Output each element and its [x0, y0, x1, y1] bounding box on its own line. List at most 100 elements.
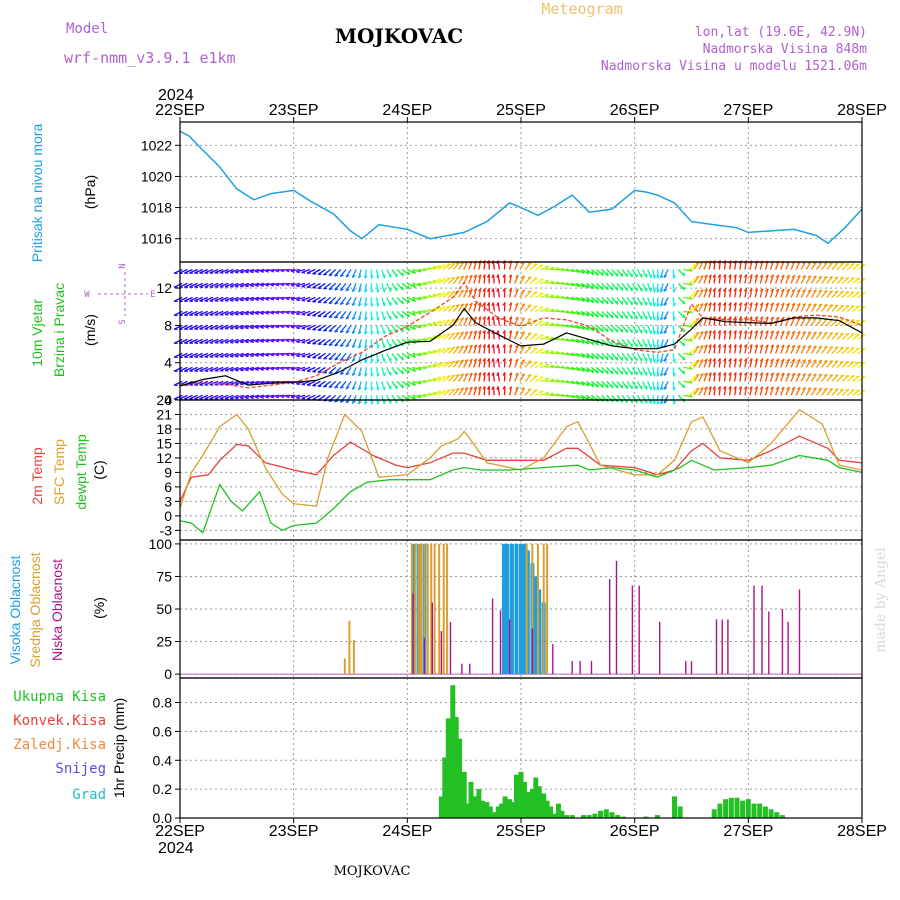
wind-arrow-head	[515, 358, 519, 362]
wind-arrow-head	[765, 316, 769, 320]
wind-arrow-head	[508, 302, 513, 306]
wind-arrow	[656, 311, 659, 321]
wind-arrow	[452, 388, 460, 396]
wind-arrow-head	[818, 373, 823, 377]
wind-arrow	[663, 311, 669, 320]
wind-arrow	[744, 288, 748, 298]
wind-arrow	[749, 344, 753, 354]
wind-arrow	[601, 296, 609, 305]
wind-arrow	[296, 394, 306, 399]
wind-arrow-head	[704, 274, 708, 278]
wind-arrow-head	[469, 274, 473, 278]
wind-arrow-head	[345, 274, 350, 278]
wind-arrow-head	[591, 355, 595, 360]
wind-arrow-head	[260, 312, 264, 315]
wind-arrow	[432, 265, 442, 271]
wind-arrow	[846, 277, 855, 284]
wind-arrow	[417, 394, 427, 397]
wind-arrow	[457, 387, 465, 396]
wind-arrow	[234, 380, 244, 385]
wind-arrow-head	[717, 372, 721, 376]
wind-arrow-head	[464, 344, 469, 348]
wind-arrow-head	[533, 333, 538, 336]
wind-arrow-head	[850, 361, 855, 364]
wind-arrow-head	[699, 288, 704, 292]
wind-arrow	[780, 358, 785, 368]
wind-arrow-head	[708, 302, 712, 306]
wind-arrow-head	[840, 332, 844, 335]
wind-arrow-head	[802, 288, 806, 292]
wind-arrow-head	[473, 316, 477, 320]
wind-arrow	[545, 309, 555, 313]
wind-arrow	[857, 292, 866, 298]
wind-arrow	[677, 310, 685, 319]
wind-arrow-head	[699, 302, 704, 306]
wind-arrow	[616, 310, 624, 319]
wind-arrow-head	[743, 316, 748, 320]
wind-arrow-head	[770, 372, 774, 376]
wind-arrow	[463, 331, 469, 340]
wind-arrow	[173, 324, 183, 330]
wind-arrow	[345, 297, 352, 306]
wind-arrow	[204, 282, 214, 288]
wind-arrow-head	[650, 344, 653, 348]
wind-arrow	[468, 358, 473, 368]
wind-arrow	[703, 302, 708, 312]
wind-arrow-head	[733, 344, 737, 348]
wind-arrow-head	[255, 396, 259, 399]
wind-arrow	[769, 330, 775, 340]
wind-arrow-head	[401, 328, 404, 333]
wind-arrow	[323, 296, 331, 304]
wind-arrow-head	[663, 316, 668, 320]
wind-arrow	[611, 380, 619, 389]
wind-arrow-head	[556, 364, 560, 368]
wind-arrow-head	[596, 355, 599, 360]
wind-arrow	[290, 338, 301, 342]
wind-arrow-head	[728, 386, 732, 390]
wind-arrow	[656, 381, 659, 391]
wind-arrow-head	[586, 382, 590, 387]
wind-arrow	[189, 282, 198, 288]
wind-arrow	[260, 366, 270, 370]
wind-arrow	[427, 392, 437, 396]
wind-arrow-head	[786, 372, 790, 376]
wind-arrow	[457, 345, 465, 354]
wind-arrow-head	[606, 384, 609, 388]
wind-arrow	[199, 296, 209, 302]
wind-arrow-head	[270, 284, 275, 287]
wind-arrow-head	[708, 274, 712, 278]
wind-arrow-head	[508, 358, 513, 362]
wind-arrow	[437, 278, 447, 284]
wind-arrow	[677, 380, 685, 389]
wind-arrow	[285, 268, 295, 272]
wind-arrow-head	[358, 331, 362, 335]
wind-arrow	[524, 318, 532, 326]
wind-arrow	[412, 282, 422, 287]
wind-arrow-head	[611, 272, 614, 277]
wind-arrow	[659, 353, 664, 363]
y-tick-label: 1020	[141, 168, 172, 184]
wind-arrow-head	[780, 372, 785, 376]
wind-arrow	[810, 331, 817, 340]
wind-arrow	[728, 274, 732, 284]
wind-arrow-head	[533, 389, 538, 392]
wind-arrow-head	[229, 313, 234, 316]
wind-arrow-head	[214, 383, 219, 386]
wind-arrow	[688, 390, 697, 396]
wind-arrow-head	[364, 275, 368, 279]
wind-arrow	[317, 352, 326, 359]
wind-arrow-head	[515, 288, 519, 292]
wind-arrow	[826, 304, 834, 312]
wind-arrow	[285, 296, 295, 300]
wind-arrow	[545, 337, 555, 341]
precip-legend-hail: Grad	[72, 787, 106, 803]
wind-arrow-head	[586, 312, 590, 317]
wind-arrow-head	[455, 276, 460, 279]
wind-arrow	[723, 386, 727, 396]
wind-arrow-head	[383, 400, 386, 405]
wind-arrow	[442, 305, 451, 312]
wind-arrow-head	[850, 333, 855, 336]
wind-arrow	[442, 263, 451, 271]
wind-arrow-head	[301, 355, 306, 358]
